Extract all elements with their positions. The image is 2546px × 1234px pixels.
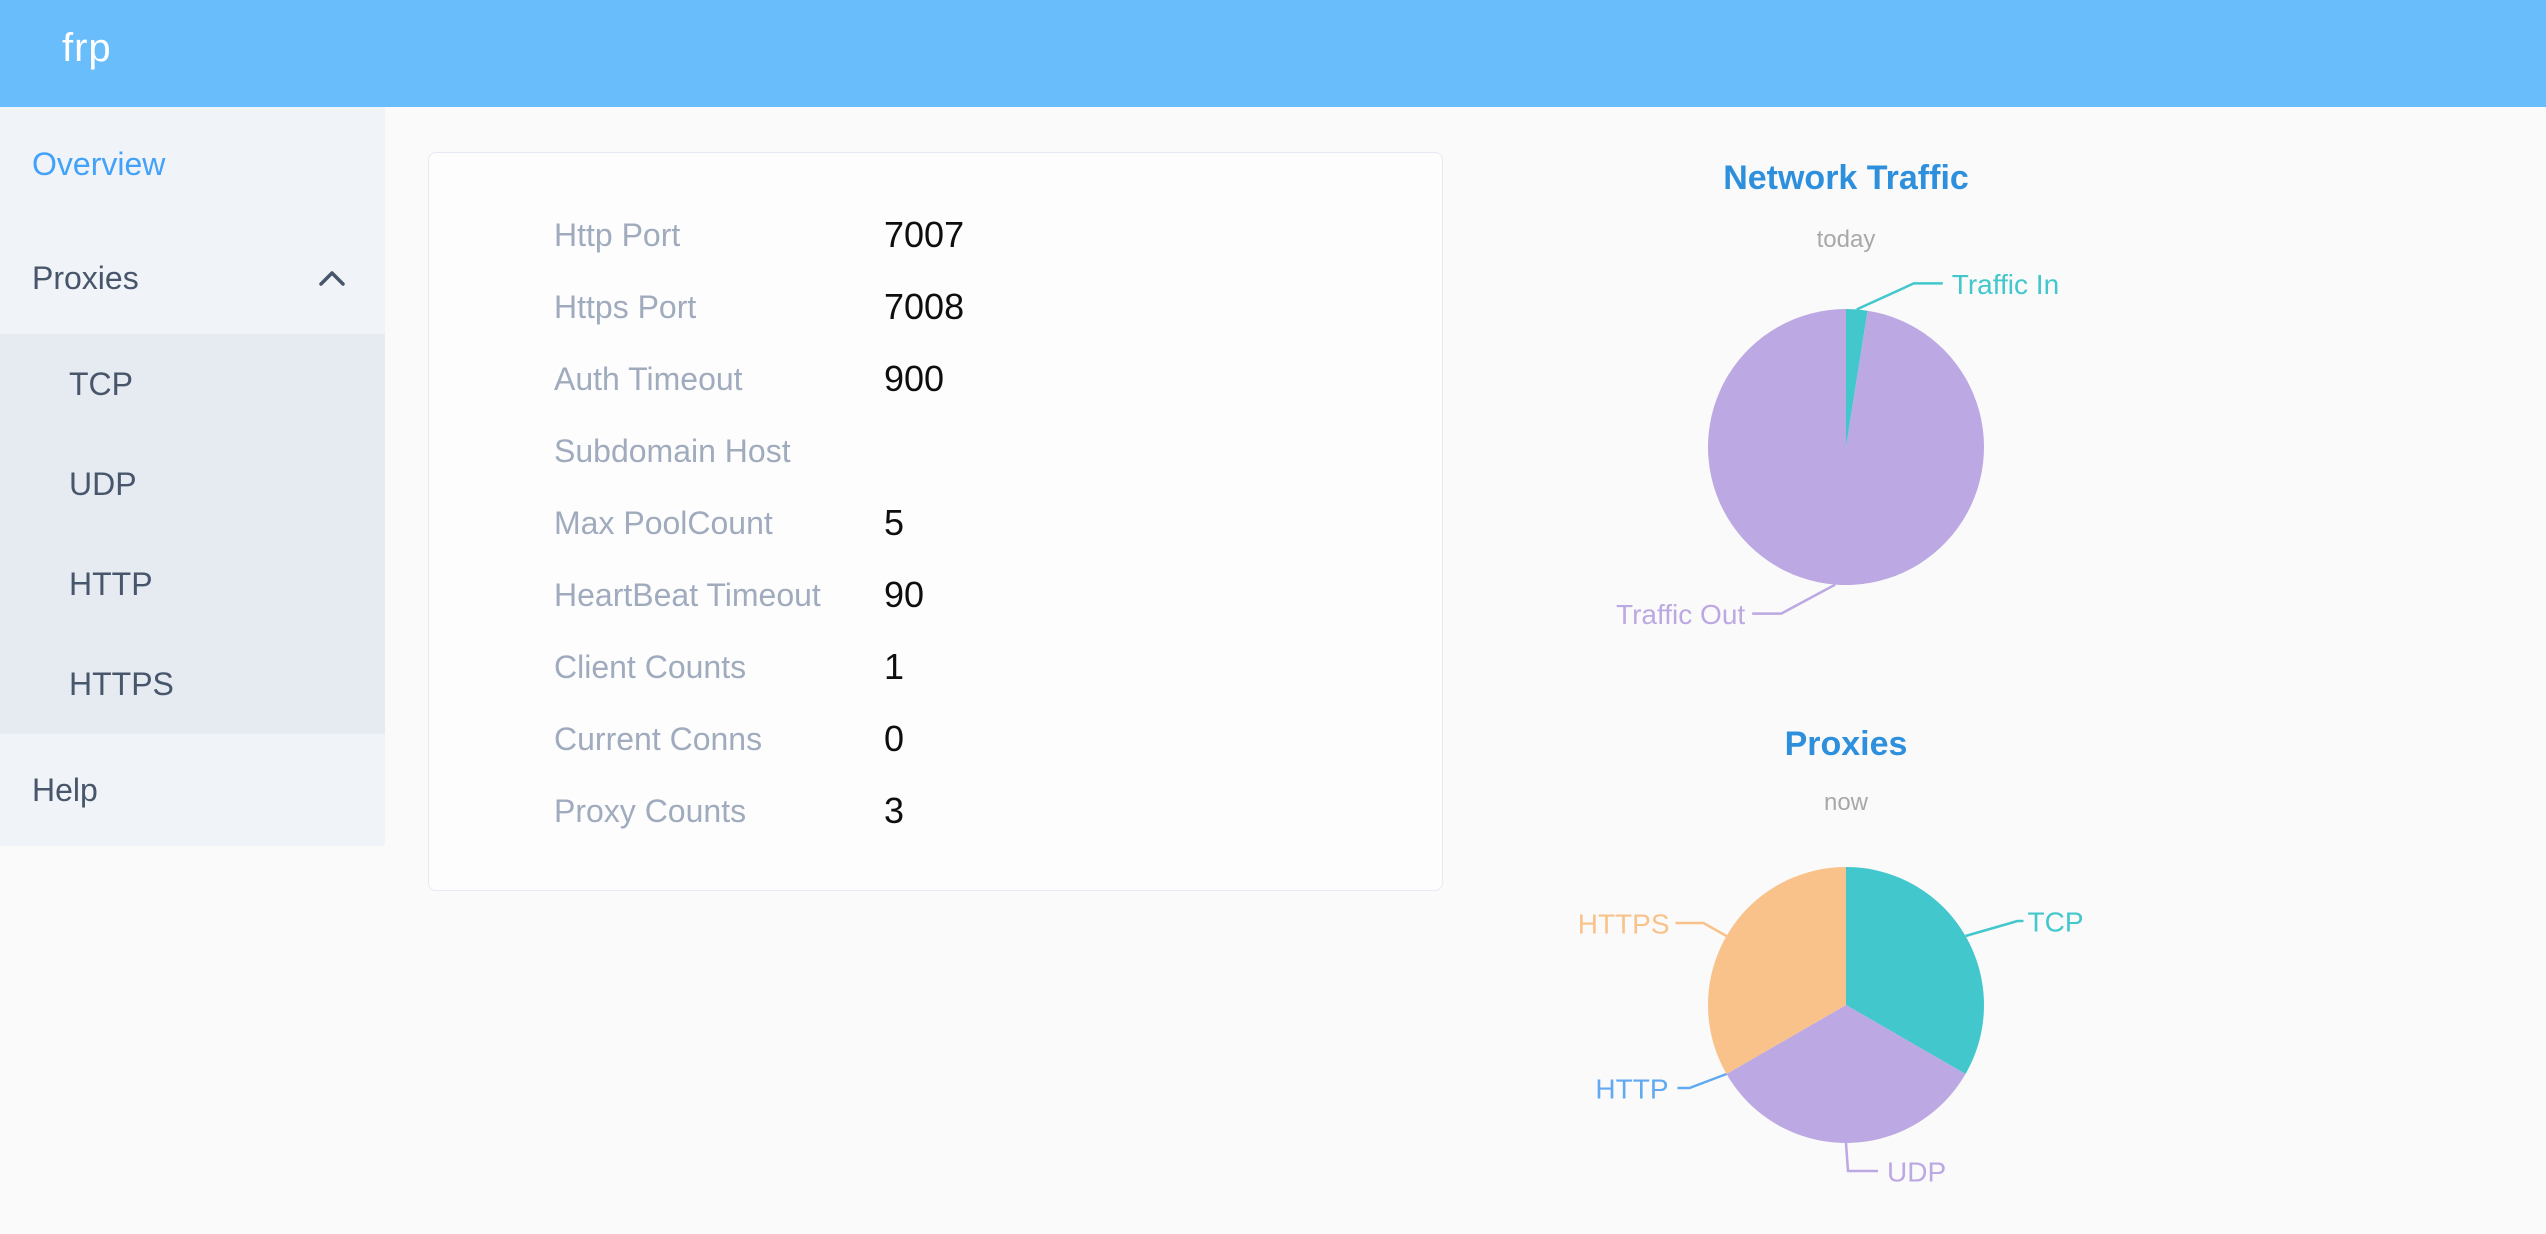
pie-label-https: HTTPS [1578,909,1670,940]
network-traffic-chart-title: Network Traffic [1723,159,1969,197]
info-label: Https Port [554,288,697,325]
top-bar: frp [0,0,2546,107]
network-traffic-chart-subtitle: today [1816,226,1876,253]
pie-label-tcp: TCP [2028,907,2084,938]
sidebar-item-help-label: Help [32,771,98,808]
label-line-udp [1844,1142,1878,1173]
info-label: Max PoolCount [554,504,773,541]
sidebar-item-http[interactable]: HTTP [69,565,153,602]
info-row-client-counts: Client Counts 1 [429,631,1442,703]
info-label: Auth Timeout [554,360,743,397]
info-label: Client Counts [554,648,747,685]
pie-slice-traffic-out[interactable] [1708,309,1985,585]
info-row-proxy-counts: Proxy Counts 3 [429,775,1442,847]
info-row-http-port: Http Port 7007 [429,199,1442,271]
pie-slice-tcp[interactable] [1846,867,1984,1074]
sidebar-item-overview[interactable]: Overview [0,107,385,222]
sidebar-item-udp[interactable]: UDP [69,465,137,502]
label-line-http [1677,1072,1727,1090]
info-row-current-conns: Current Conns 0 [429,703,1442,775]
info-label: Subdomain Host [554,432,791,469]
sidebar-item-help[interactable]: Help [0,734,385,846]
sidebar-item-overview-label: Overview [32,146,166,182]
label-line-https [1675,921,1728,938]
info-value: 7008 [884,286,965,327]
info-value: 7007 [884,214,965,255]
info-value: 1 [884,646,905,687]
sidebar-item-https[interactable]: HTTPS [69,665,174,702]
info-row-subdomain-host: Subdomain Host [429,415,1442,487]
proxies-pie-chart: TCP UDP HTTP HTTPS [1578,867,2084,1188]
info-value: 90 [884,574,925,615]
network-traffic-pie-chart: Traffic In Traffic Out [1616,269,2059,630]
pie-slice-udp[interactable] [1726,1005,1966,1143]
sidebar-item-tcp[interactable]: TCP [69,365,133,402]
pie-label-udp: UDP [1887,1157,1946,1188]
sidebar-item-proxies[interactable]: Proxies [0,222,385,334]
pie-label-traffic-in: Traffic In [1952,269,2059,300]
proxies-submenu: TCP UDP HTTP HTTPS [0,334,385,734]
server-info-card: Http Port 7007 Https Port 7008 Auth Time… [428,152,1443,891]
info-value: 3 [884,790,905,831]
info-value: 0 [884,718,905,759]
info-value: 5 [884,502,905,543]
sidebar-item-proxies-label: Proxies [32,259,139,296]
proxies-chart-subtitle: now [1823,789,1869,816]
label-line-traffic-in [1856,282,1943,311]
pie-slice-https[interactable] [1708,867,1846,1074]
info-label: Proxy Counts [554,792,747,829]
info-row-https-port: Https Port 7008 [429,271,1442,343]
info-value: 900 [884,358,945,399]
proxies-chart-title: Proxies [1784,725,1908,763]
label-line-traffic-out [1752,583,1836,615]
pie-label-http: HTTP [1595,1074,1668,1105]
sidebar: Overview Proxies TCP UDP HTTP HTTPS Help [0,107,385,846]
chevron-up-icon [319,271,345,286]
info-row-heartbeat-timeout: HeartBeat Timeout 90 [429,559,1442,631]
info-label: Current Conns [554,720,763,757]
app-logo[interactable]: frp [62,26,112,70]
pie-slice-traffic-in[interactable] [1846,309,1868,447]
info-label: Http Port [554,216,681,253]
info-row-max-poolcount: Max PoolCount 5 [429,487,1442,559]
pie-label-traffic-out: Traffic Out [1616,599,1745,630]
info-label: HeartBeat Timeout [554,576,821,613]
label-line-tcp [1965,919,2024,938]
info-row-auth-timeout: Auth Timeout 900 [429,343,1442,415]
